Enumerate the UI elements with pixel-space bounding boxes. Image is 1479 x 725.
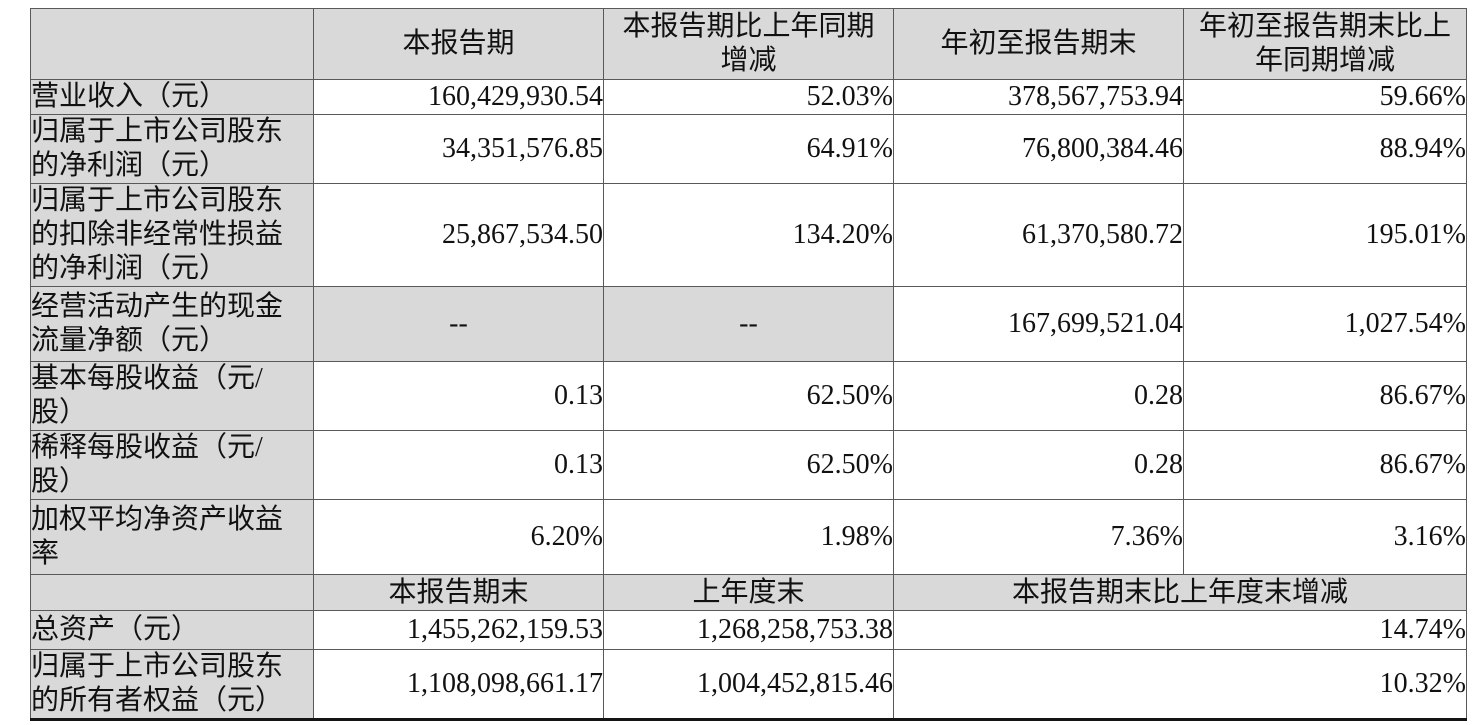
cell-value: 62.50% [603, 430, 894, 500]
cell-value: 134.20% [603, 183, 894, 287]
cell-value: 160,429,930.54 [313, 79, 604, 115]
cell-value: 0.28 [893, 361, 1184, 431]
row-label: 加权平均净资产收益 率 [30, 499, 314, 575]
header-yoy-change: 本报告期比上年同期 增减 [603, 8, 894, 80]
cell-value: 0.13 [313, 361, 604, 431]
header-empty-cell [30, 574, 314, 611]
financial-summary: 本报告期 本报告期比上年同期 增减 年初至报告期末 年初至报告期末比上 年同期增… [30, 8, 1467, 721]
cell-value: 10.32% [893, 649, 1467, 720]
cell-value: 378,567,753.94 [893, 79, 1184, 115]
table-row-net-profit-excl-nonrecurring: 归属于上市公司股东 的扣除非经常性损益 的净利润（元） 25,867,534.5… [30, 183, 1467, 287]
header-ytd-yoy-change: 年初至报告期末比上 年同期增减 [1183, 8, 1467, 80]
header-row-period: 本报告期 本报告期比上年同期 增减 年初至报告期末 年初至报告期末比上 年同期增… [30, 8, 1467, 80]
cell-value: 86.67% [1183, 430, 1467, 500]
header-current-period: 本报告期 [313, 8, 604, 80]
row-label: 归属于上市公司股东 的所有者权益（元） [30, 649, 314, 720]
cell-value-na: -- [603, 286, 894, 362]
row-label: 基本每股收益（元/ 股） [30, 361, 314, 431]
table-row-revenue: 营业收入（元） 160,429,930.54 52.03% 378,567,75… [30, 79, 1467, 115]
row-label: 归属于上市公司股东 的扣除非经常性损益 的净利润（元） [30, 183, 314, 287]
cell-value: 86.67% [1183, 361, 1467, 431]
table-row-total-assets: 总资产（元） 1,455,262,159.53 1,268,258,753.38… [30, 610, 1467, 650]
cell-value: 6.20% [313, 499, 604, 575]
cell-value: 25,867,534.50 [313, 183, 604, 287]
cell-value: 0.28 [893, 430, 1184, 500]
cell-value: 61,370,580.72 [893, 183, 1184, 287]
table-row-diluted-eps: 稀释每股收益（元/ 股） 0.13 62.50% 0.28 86.67% [30, 430, 1467, 500]
cell-value: 1,455,262,159.53 [313, 610, 604, 650]
header-ytd: 年初至报告期末 [893, 8, 1184, 80]
financial-summary-table: 本报告期 本报告期比上年同期 增减 年初至报告期末 年初至报告期末比上 年同期增… [30, 8, 1467, 721]
cell-value: 64.91% [603, 114, 894, 184]
row-label: 经营活动产生的现金 流量净额（元） [30, 286, 314, 362]
cell-value: 167,699,521.04 [893, 286, 1184, 362]
cell-value: 1,027.54% [1183, 286, 1467, 362]
table-row-operating-cash-flow: 经营活动产生的现金 流量净额（元） -- -- 167,699,521.04 1… [30, 286, 1467, 362]
cell-value: 1,268,258,753.38 [603, 610, 894, 650]
header-empty-cell [30, 8, 314, 80]
header-period-end: 本报告期末 [313, 574, 604, 611]
cell-value: 1,108,098,661.17 [313, 649, 604, 720]
row-label: 总资产（元） [30, 610, 314, 650]
cell-value: 3.16% [1183, 499, 1467, 575]
row-label: 稀释每股收益（元/ 股） [30, 430, 314, 500]
cell-value: 195.01% [1183, 183, 1467, 287]
cell-value: 14.74% [893, 610, 1467, 650]
table-row-weighted-roe: 加权平均净资产收益 率 6.20% 1.98% 7.36% 3.16% [30, 499, 1467, 575]
cell-value: 62.50% [603, 361, 894, 431]
cell-value: 7.36% [893, 499, 1184, 575]
cell-value: 1.98% [603, 499, 894, 575]
cell-value: 1,004,452,815.46 [603, 649, 894, 720]
header-period-end-change: 本报告期末比上年度末增减 [893, 574, 1467, 611]
cell-value: 76,800,384.46 [893, 114, 1184, 184]
cell-value: 34,351,576.85 [313, 114, 604, 184]
cell-value: 88.94% [1183, 114, 1467, 184]
cell-value-na: -- [313, 286, 604, 362]
header-prior-year-end: 上年度末 [603, 574, 894, 611]
row-label: 归属于上市公司股东 的净利润（元） [30, 114, 314, 184]
table-row-owners-equity: 归属于上市公司股东 的所有者权益（元） 1,108,098,661.17 1,0… [30, 649, 1467, 720]
cell-value: 59.66% [1183, 79, 1467, 115]
table-row-net-profit: 归属于上市公司股东 的净利润（元） 34,351,576.85 64.91% 7… [30, 114, 1467, 184]
table-row-basic-eps: 基本每股收益（元/ 股） 0.13 62.50% 0.28 86.67% [30, 361, 1467, 431]
row-label: 营业收入（元） [30, 79, 314, 115]
cell-value: 0.13 [313, 430, 604, 500]
header-row-period-end: 本报告期末 上年度末 本报告期末比上年度末增减 [30, 574, 1467, 611]
cell-value: 52.03% [603, 79, 894, 115]
